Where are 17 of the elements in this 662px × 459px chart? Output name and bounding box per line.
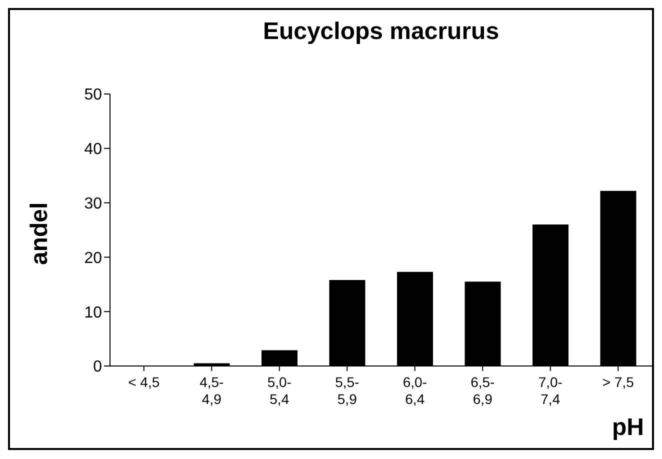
chart-title: Eucyclops macrurus	[262, 18, 500, 46]
x-tick-label: 4,5-4,9	[200, 374, 224, 407]
x-tick-label: 5,5-5,9	[335, 374, 360, 407]
y-tick-label: 50	[84, 86, 102, 104]
x-tick-label: 7,0-7,4	[538, 374, 563, 407]
y-tick-label: 40	[84, 141, 102, 158]
y-tick-label: 30	[84, 195, 102, 212]
x-axis-title: pH	[612, 414, 644, 442]
x-tick-label: 6,0-6,4	[402, 374, 428, 407]
x-tick-label: > 7,5	[602, 374, 634, 390]
y-tick-label: 0	[93, 358, 102, 376]
y-tick-label: 10	[84, 304, 102, 322]
y-axis-title: andel	[26, 202, 54, 265]
x-tick-label: 6,5-6,9	[470, 374, 496, 407]
x-tick-label: 5,0-5,4	[267, 374, 292, 407]
y-tick-label: 20	[84, 250, 102, 267]
x-tick-label: < 4,5	[128, 374, 160, 390]
